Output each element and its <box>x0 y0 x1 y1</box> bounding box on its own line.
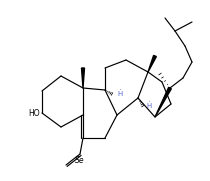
Text: HO: HO <box>28 108 40 117</box>
Polygon shape <box>155 87 171 117</box>
Polygon shape <box>81 68 84 88</box>
Polygon shape <box>148 55 156 72</box>
Text: Ḣ: Ḣ <box>117 90 122 97</box>
Text: Se: Se <box>75 156 85 165</box>
Text: Ḣ: Ḣ <box>146 103 151 110</box>
